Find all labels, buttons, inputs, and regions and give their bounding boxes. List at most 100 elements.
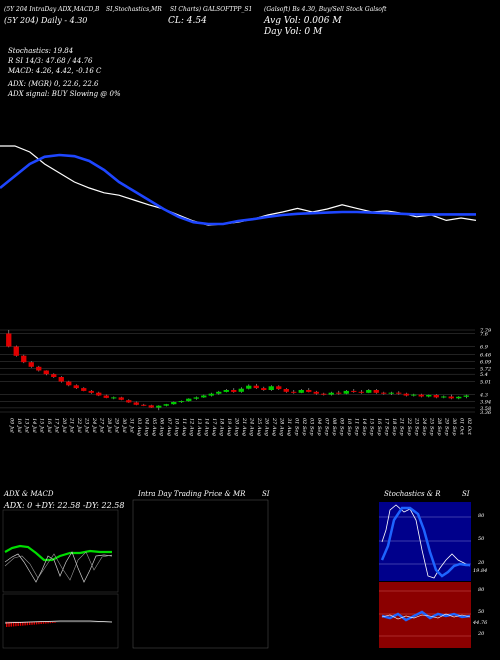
date-tick-label: 26 Aug: [263, 417, 269, 436]
date-tick-label: 25 Sep: [428, 417, 434, 436]
header-title-part-4: (Galsoft) Bs 4.30, Buy/Sell Stock Galsof…: [264, 6, 387, 13]
candle-body: [73, 385, 79, 389]
stochastics-panel: [379, 502, 471, 581]
macd-histogram-bar: [52, 622, 54, 623]
date-tick-label: 17 Jul: [53, 418, 59, 433]
candle-body: [418, 394, 424, 397]
candle-body: [321, 393, 327, 395]
macd-histogram-bar: [42, 622, 45, 624]
date-tick-label: 14 Aug: [203, 418, 209, 436]
date-tick-label: 01 Oct: [458, 418, 464, 436]
avg-volume: Avg Vol: 0.006 M: [264, 16, 342, 26]
candle-body: [231, 390, 237, 392]
date-tick-label: 03 Aug: [136, 418, 142, 436]
date-tick-label: 19 Aug: [226, 418, 232, 436]
macd-histogram-bar: [17, 622, 19, 626]
candle-body: [313, 391, 319, 394]
header-title-part-3: SI Charts) GALSOFTPP_S1: [170, 6, 253, 13]
date-tick-label: 09 Sep: [338, 418, 344, 436]
stochastics-k-line: [381, 504, 471, 579]
main-chart: 7.797.6 6.9 6.466.095.725.4 5.01 4.33.943.58…: [0, 145, 492, 436]
candle-body: [426, 395, 432, 397]
date-tick-label: 21 Jul: [68, 417, 74, 433]
candle-body: [58, 377, 64, 382]
macd-histogram-bar: [33, 622, 35, 625]
candle-body: [276, 386, 282, 390]
date-axis: 09 Jul 10 Jul 13 Jul 14 Jul 15 Jul 16 Jul 17 J…: [8, 417, 471, 436]
macd-histogram-bar: [29, 622, 31, 625]
date-tick-label: 12 Aug: [188, 418, 194, 436]
date-tick-label: 18 Aug: [218, 418, 224, 436]
candle-body: [178, 401, 184, 403]
price-tick-label: 3.58: [480, 406, 491, 412]
candle-body: [118, 397, 124, 400]
candle-body: [388, 392, 394, 394]
price-tick-label: 5.4: [480, 372, 488, 378]
candle-body: [223, 390, 229, 392]
price-tick-label: 6.9: [480, 345, 489, 351]
price-tick-label: 3.36: [480, 410, 492, 416]
date-tick-label: 23 Sep: [413, 417, 419, 436]
macd-readout: MACD: 4.26, 4.42, -0.16 C: [8, 67, 102, 75]
candle-body: [403, 393, 409, 396]
date-tick-label: 13 Aug: [196, 418, 202, 436]
candle-body: [291, 391, 297, 393]
candle-body: [133, 402, 139, 405]
price-tick-label: 7.6: [480, 332, 489, 338]
macd-histogram-bar: [49, 622, 52, 624]
stoch-tick-50: 50: [478, 536, 485, 542]
candle-body: [13, 346, 19, 356]
candle-body: [156, 405, 162, 408]
date-tick-label: 27 Aug: [271, 417, 277, 436]
date-tick-label: 01 Sep: [293, 418, 299, 436]
candle-body: [396, 392, 402, 394]
date-tick-label: 16 Jul: [46, 418, 52, 433]
candle-body: [351, 390, 357, 392]
date-tick-label: 05 Aug: [151, 418, 157, 436]
macd-histogram-bar: [47, 622, 49, 624]
candle-body: [238, 388, 244, 392]
candle-body: [21, 355, 27, 363]
candle-body: [448, 396, 454, 399]
candle-body: [96, 392, 102, 396]
date-tick-label: 11 Sep: [353, 418, 359, 436]
date-tick-label: 20 Jul: [61, 417, 67, 433]
date-tick-label: 21 Sep: [398, 417, 404, 436]
macd-histogram-bar: [12, 622, 15, 627]
macd-histogram-bar: [24, 622, 26, 626]
adx-lines: [4, 544, 113, 583]
date-tick-label: 14 Jul: [31, 418, 37, 433]
candle-body: [283, 389, 289, 392]
date-tick-label: 24 Jul: [91, 417, 97, 433]
intraday-panel: [132, 499, 269, 649]
date-tick-label: 07 Aug: [166, 418, 172, 436]
candle-body: [66, 381, 72, 386]
adx-readout: ADX: (MGR) 0, 22.6, 22.6: [8, 80, 99, 88]
header-title-part-1: (5Y 204 IntraDay ADX,MACD,B: [4, 6, 100, 13]
date-tick-label: 04 Sep: [316, 418, 322, 436]
date-tick-label: 21 Aug: [241, 417, 247, 436]
candle-body: [43, 370, 49, 375]
date-tick-label: 24 Sep: [421, 417, 427, 436]
candle-body: [216, 391, 222, 394]
candle-body: [141, 404, 147, 406]
close-price: CL: 4.54: [168, 16, 207, 26]
date-tick-label: 06 Aug: [158, 418, 164, 436]
candle-body: [126, 400, 132, 403]
stochastics-d-line: [380, 506, 470, 578]
date-tick-label: 10 Sep: [346, 418, 352, 436]
date-tick-label: 30 Sep: [451, 418, 457, 436]
date-tick-label: 20 Aug: [233, 417, 239, 436]
candle-body: [201, 395, 207, 398]
date-tick-label: 28 Jul: [106, 417, 112, 433]
moving-average-chart: [0, 145, 477, 226]
candle-body: [343, 390, 349, 394]
date-tick-label: 25 Aug: [256, 417, 262, 436]
candle-body: [298, 390, 304, 393]
price-tick-label: 3.94: [480, 399, 491, 405]
macd-histogram-bar: [6, 622, 8, 627]
adx-signal-readout: ADX signal: BUY Slowing @ 0%: [8, 90, 121, 98]
macd-histogram-bar: [15, 622, 17, 627]
rsi-signal-line: [381, 613, 471, 620]
candle-body: [306, 390, 312, 392]
